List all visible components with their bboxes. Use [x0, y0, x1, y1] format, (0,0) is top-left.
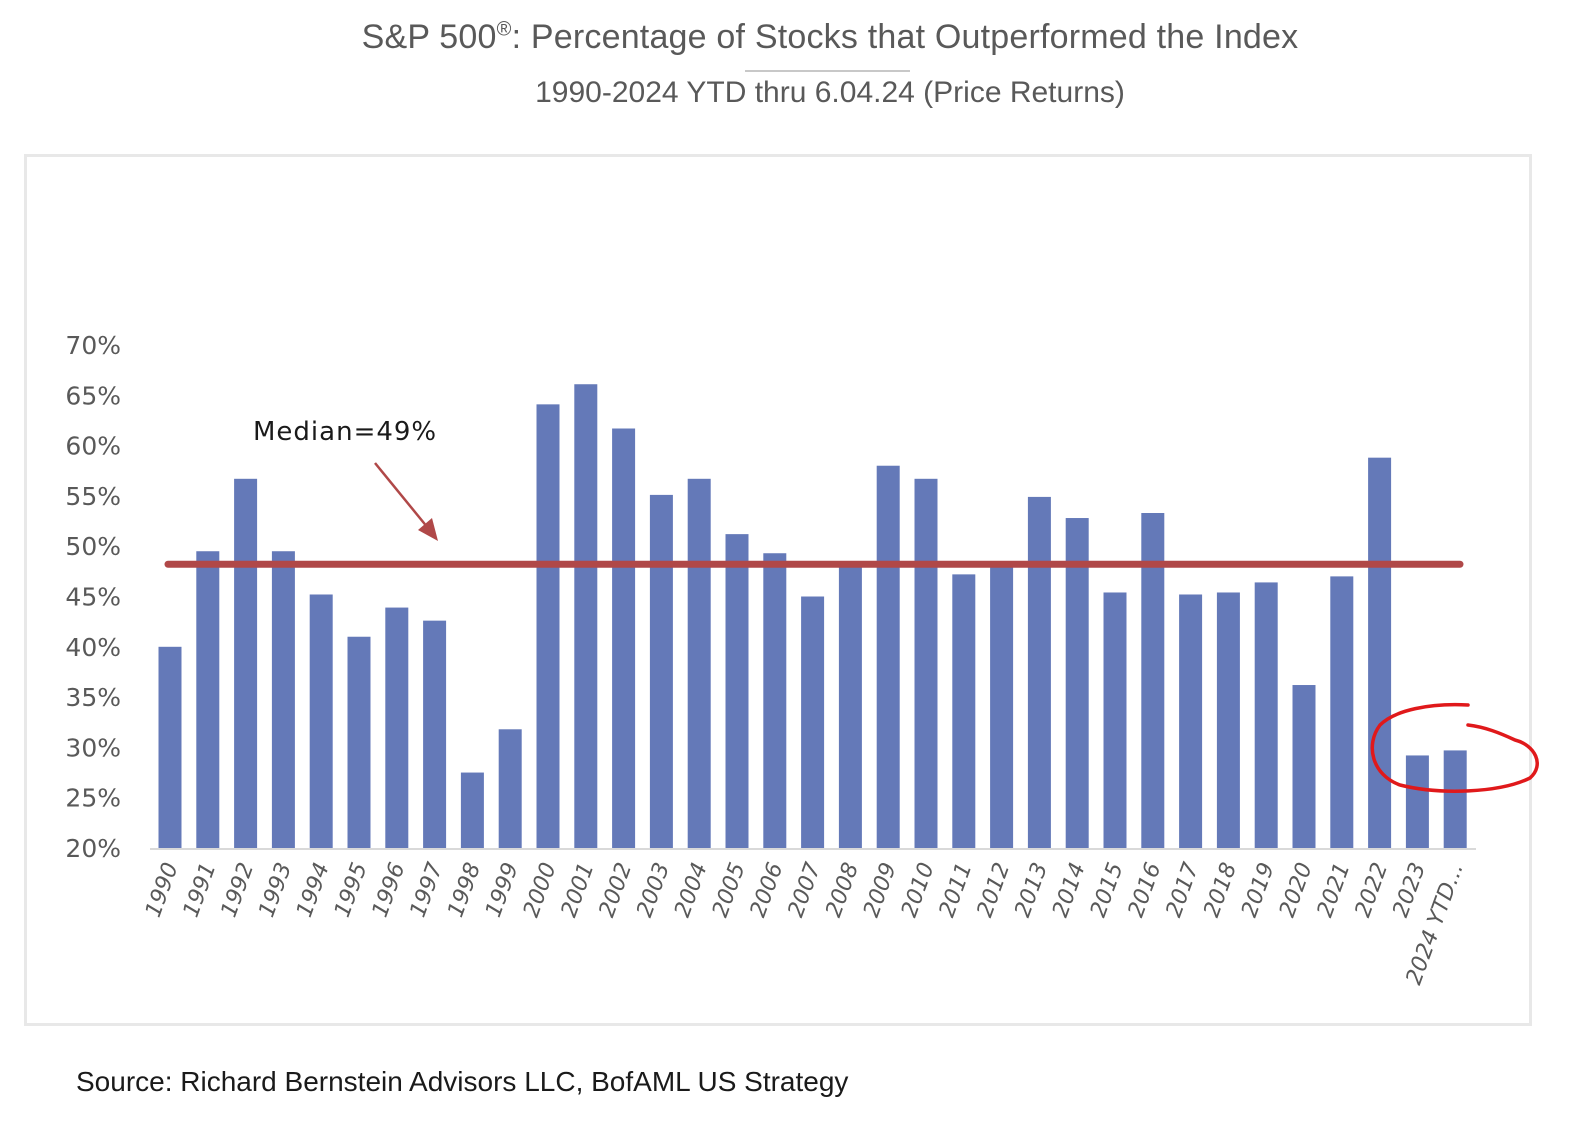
bar-2000 [536, 404, 560, 848]
median-arrow-shaft [374, 462, 429, 529]
bar-1994 [309, 594, 333, 848]
bar-2023 [1405, 755, 1429, 848]
x-tick-label: 1998 [443, 860, 486, 921]
bar-1992 [234, 478, 258, 848]
y-tick-label: 60% [65, 432, 121, 461]
x-tick-label: 2003 [632, 860, 675, 921]
registered-mark: ® [496, 18, 512, 41]
bar-2008 [838, 561, 862, 848]
x-tick-label: 1992 [217, 860, 260, 921]
x-tick-label: 2022 [1351, 860, 1394, 921]
bar-2015 [1103, 592, 1127, 848]
bar-2016 [1141, 513, 1165, 848]
bar-2019 [1254, 582, 1278, 848]
x-tick-label: 2002 [595, 860, 638, 921]
y-axis: 20% 25% 30% 35% 40% 45% 50% 55% 60% 65% 70% [65, 331, 121, 863]
bar-1998 [460, 772, 484, 848]
x-tick-label: 2019 [1237, 860, 1280, 921]
bars-group [158, 384, 1467, 848]
bar-2013 [1027, 496, 1051, 848]
y-tick-label: 40% [65, 633, 121, 662]
x-axis: 1990199119921993199419951996199719981999… [141, 860, 1469, 989]
x-tick-label: 2014 [1048, 860, 1091, 921]
y-tick-label: 35% [65, 683, 121, 712]
bar-1993 [271, 551, 295, 848]
bar-2006 [763, 553, 787, 848]
x-tick-label: 1997 [406, 860, 449, 921]
bar-1996 [385, 607, 409, 848]
bar-1997 [423, 620, 447, 848]
bar-2004 [687, 478, 711, 848]
y-tick-label: 25% [65, 784, 121, 813]
bar-2012 [990, 563, 1014, 848]
subtitle-divider [745, 70, 910, 72]
bar-2022 [1368, 457, 1392, 848]
x-tick-label: 2011 [935, 860, 978, 921]
median-arrow-head [418, 518, 438, 541]
y-tick-label: 70% [65, 331, 121, 360]
bar-2021 [1330, 576, 1354, 848]
x-tick-label: 2006 [746, 860, 789, 921]
bar-2003 [649, 494, 673, 848]
y-tick-label: 30% [65, 733, 121, 762]
median-label: Median=49% [253, 417, 437, 447]
x-tick-label: 1991 [179, 860, 222, 921]
x-tick-label: 1996 [368, 860, 411, 921]
x-tick-label: 2004 [670, 860, 713, 921]
x-tick-label: 2009 [859, 860, 902, 921]
y-tick-label: 50% [65, 532, 121, 561]
x-tick-label: 1994 [292, 860, 335, 921]
x-tick-label: 2017 [1162, 860, 1205, 921]
highlight-circle-annotation [1370, 702, 1539, 793]
bar-1990 [158, 646, 182, 848]
x-tick-label: 2023 [1388, 860, 1431, 921]
y-tick-label: 65% [65, 381, 121, 410]
bar-2017 [1179, 594, 1203, 848]
y-tick-label: 45% [65, 583, 121, 612]
chart-title: S&P 500®: Percentage of Stocks that Outp… [0, 18, 1574, 57]
x-tick-label: 2012 [973, 860, 1016, 921]
bar-2011 [952, 574, 976, 848]
chart-title-rest: : Percentage of Stocks that Outperformed… [511, 18, 1299, 56]
median-arrow [374, 462, 438, 541]
bar-2020 [1292, 685, 1316, 848]
x-tick-label: 2013 [1010, 860, 1053, 921]
x-tick-label: 2015 [1086, 860, 1129, 921]
bar-2024 [1443, 750, 1467, 848]
x-tick-label: 2021 [1313, 860, 1356, 921]
y-tick-label: 55% [65, 482, 121, 511]
bar-2009 [876, 465, 900, 848]
chart-subtitle: 1990-2024 YTD thru 6.04.24 (Price Return… [535, 76, 1125, 109]
x-tick-label: 1999 [481, 860, 524, 921]
bar-1999 [498, 729, 522, 848]
bar-2001 [574, 384, 598, 848]
x-tick-label: 2007 [784, 860, 827, 921]
bar-2007 [801, 596, 825, 848]
chart-title-main: S&P 500 [361, 18, 497, 56]
x-tick-label: 1995 [330, 860, 373, 921]
bar-2010 [914, 478, 938, 848]
x-tick-label: 1990 [141, 860, 184, 921]
bar-1991 [196, 551, 220, 848]
source-note: Source: Richard Bernstein Advisors LLC, … [76, 1066, 849, 1097]
x-tick-label: 2000 [519, 860, 562, 921]
x-tick-label: 2008 [821, 860, 864, 921]
x-tick-label: 2010 [897, 860, 940, 921]
x-tick-label: 2005 [708, 860, 751, 921]
x-tick-label: 2016 [1124, 860, 1167, 921]
bar-2002 [612, 428, 636, 848]
x-tick-label: 2001 [557, 860, 600, 921]
bar-2018 [1216, 592, 1240, 848]
x-tick-label: 2018 [1199, 860, 1242, 921]
bar-2014 [1065, 518, 1089, 848]
x-tick-label: 2020 [1275, 860, 1318, 921]
x-tick-label: 1993 [254, 860, 297, 921]
y-tick-label: 20% [65, 834, 121, 863]
bar-1995 [347, 636, 371, 848]
bar-2005 [725, 534, 749, 848]
